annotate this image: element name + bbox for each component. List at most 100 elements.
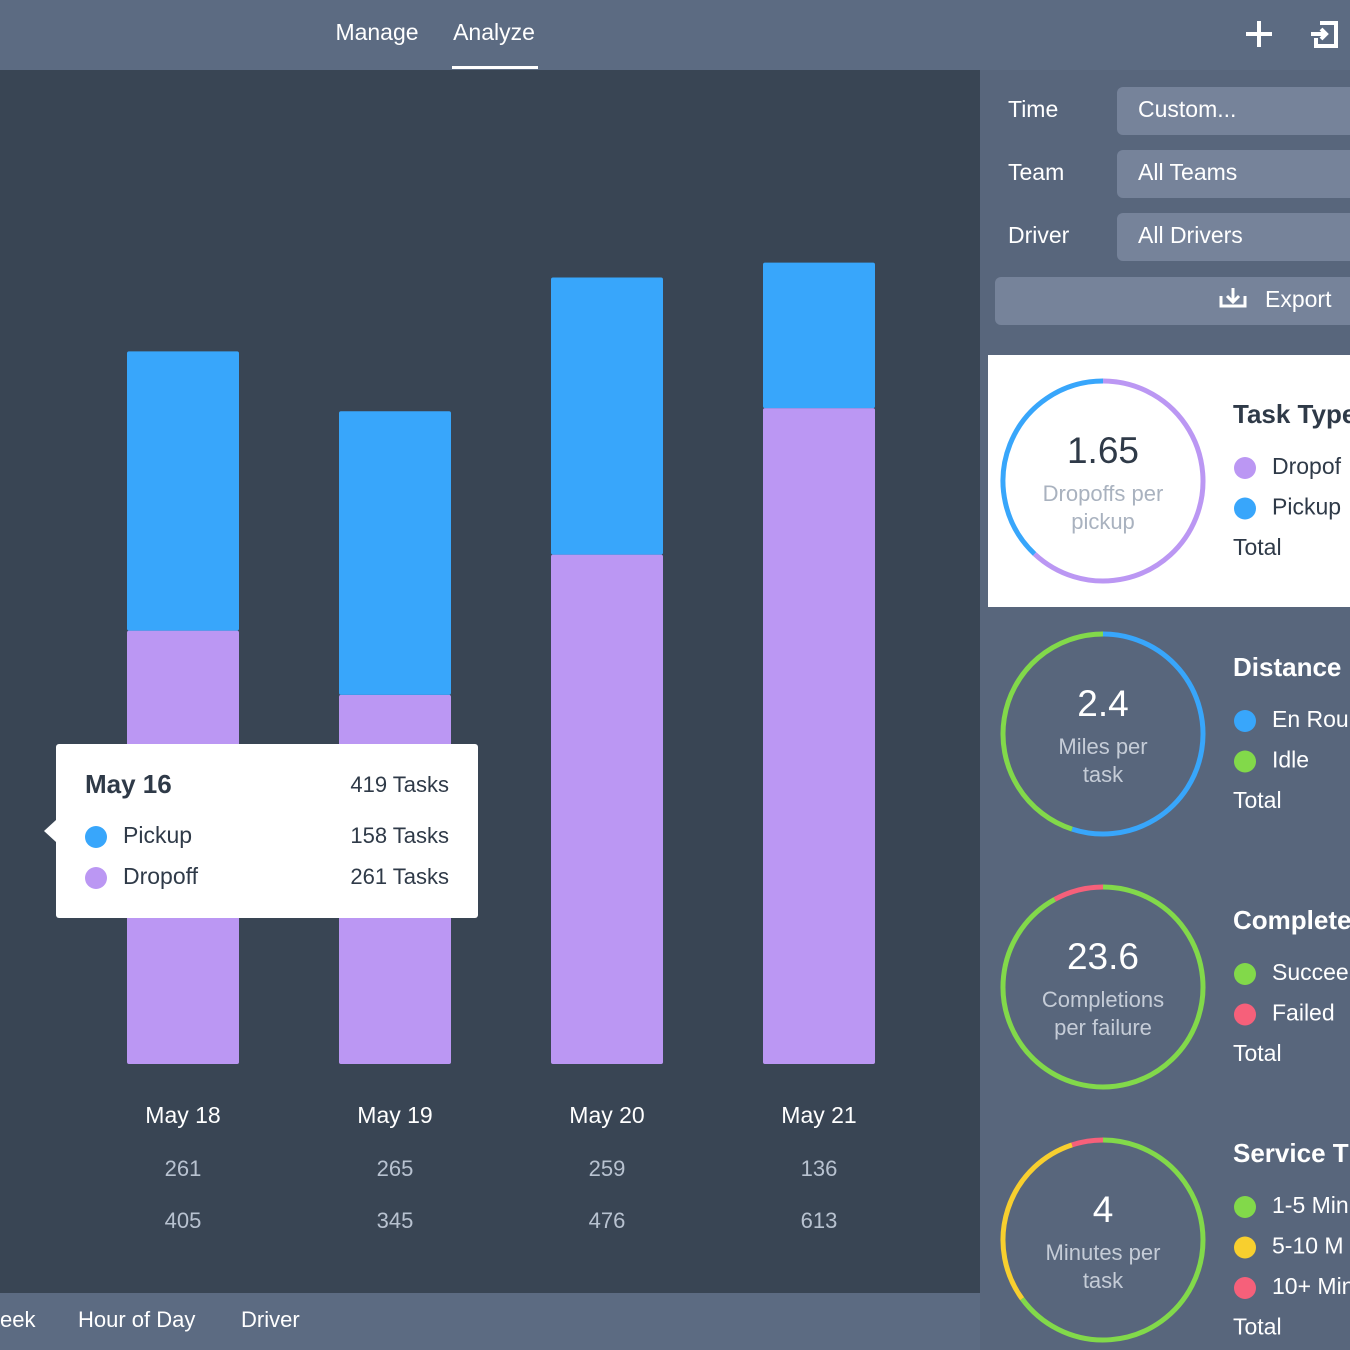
legend-label: 10+ Min: [1272, 1273, 1350, 1299]
filter-select[interactable]: [1117, 87, 1350, 135]
value-label: 345: [377, 1208, 414, 1233]
value-label: 613: [801, 1208, 838, 1233]
metric-caption: Dropoffs per: [1043, 481, 1164, 506]
filter-value[interactable]: All Drivers: [1138, 222, 1243, 248]
total-label: Total: [1233, 1314, 1282, 1340]
bottom-bar: [0, 1293, 980, 1350]
tooltip-pointer: [44, 820, 56, 842]
top-bar: [0, 0, 1350, 70]
donut-segment: [1000, 378, 1104, 556]
value-label: 405: [165, 1208, 202, 1233]
metric-caption: Minutes per: [1046, 1240, 1161, 1265]
bottom-tab[interactable]: Driver: [241, 1307, 300, 1332]
metric-caption: per failure: [1054, 1015, 1152, 1040]
metric: 23.6: [1067, 936, 1139, 977]
legend-label: Dropof: [1272, 453, 1342, 479]
filter-label: Time: [1008, 96, 1058, 122]
legend-dot: [1234, 1003, 1256, 1026]
active-tab-underline: [452, 66, 538, 69]
bar-segment: [551, 554, 663, 1064]
toolbar-icons: [1246, 21, 1338, 48]
bottom-tab[interactable]: Hour of Day: [78, 1307, 195, 1332]
card-title: Service T: [1233, 1138, 1349, 1168]
nav-tab[interactable]: Analyze: [453, 19, 535, 45]
legend-label: 1-5 Min: [1272, 1192, 1349, 1218]
legend-dot: [1234, 1236, 1256, 1259]
value-label: 136: [801, 1156, 838, 1181]
tooltip-title: May 16: [85, 769, 172, 799]
metric: 4: [1093, 1189, 1114, 1230]
filter-value[interactable]: Custom...: [1138, 96, 1236, 122]
legend-dot: [85, 826, 107, 848]
legend-dot: [1234, 1277, 1256, 1299]
legend-label: 5-10 M: [1272, 1233, 1344, 1259]
x-tick-label: May 18: [145, 1102, 220, 1128]
export-icon: [1219, 288, 1247, 308]
legend-dot: [1234, 963, 1256, 985]
total-label: Total: [1233, 534, 1282, 560]
bar-segment: [339, 411, 451, 695]
metric-caption: Miles per: [1058, 734, 1147, 759]
nav-tab[interactable]: Manage: [335, 19, 418, 45]
import-icon[interactable]: [1311, 21, 1338, 48]
legend-label: Idle: [1272, 747, 1309, 773]
legend-dot: [1234, 457, 1256, 479]
tooltip-series: Pickup: [123, 822, 192, 848]
donut-segment: [1020, 1137, 1206, 1343]
donut-segment: [1032, 378, 1206, 584]
x-tick-label: May 20: [569, 1102, 644, 1128]
bar-segment: [127, 351, 239, 631]
bar-segment: [763, 262, 875, 409]
tooltip-value: 158 Tasks: [350, 823, 449, 848]
bar-segment: [551, 277, 663, 555]
legend-dot: [85, 867, 107, 889]
metric-caption: task: [1083, 762, 1124, 787]
card-title: Distance: [1233, 652, 1341, 682]
card-title: Complete: [1233, 905, 1350, 935]
legend-dot: [1234, 750, 1256, 773]
legend-dot: [1234, 1196, 1256, 1218]
export-label[interactable]: Export: [1265, 286, 1332, 312]
legend-label: Succee: [1272, 959, 1349, 985]
donut-segment: [1071, 1137, 1104, 1148]
legend-dot: [1234, 710, 1256, 732]
tooltip-series: Dropoff: [123, 863, 199, 889]
metric-caption: Completions: [1042, 987, 1164, 1012]
tooltip: [56, 744, 478, 918]
value-label: 261: [165, 1156, 202, 1181]
add-icon[interactable]: [1246, 21, 1272, 47]
legend-label: Pickup: [1272, 494, 1341, 520]
value-label: 476: [589, 1208, 626, 1233]
x-tick-label: May 19: [357, 1102, 432, 1128]
tooltip-total: 419 Tasks: [350, 772, 449, 797]
legend-label: Failed: [1272, 1000, 1335, 1026]
metric: 1.65: [1067, 430, 1139, 471]
filter-select[interactable]: [1117, 150, 1350, 198]
donut-segment: [1000, 1142, 1073, 1301]
metric: 2.4: [1077, 683, 1128, 724]
tooltip-value: 261 Tasks: [350, 864, 449, 889]
filter-value[interactable]: All Teams: [1138, 159, 1237, 185]
filter-select[interactable]: [1117, 213, 1350, 261]
legend-label: En Rou: [1272, 706, 1349, 732]
filter-label: Team: [1008, 159, 1064, 185]
metric-caption: pickup: [1071, 509, 1135, 534]
donut-segment: [1000, 631, 1104, 832]
legend-dot: [1234, 497, 1256, 520]
filter-label: Driver: [1008, 222, 1070, 248]
donut-segment: [1053, 884, 1104, 902]
total-label: Total: [1233, 787, 1282, 813]
x-tick-label: May 21: [781, 1102, 856, 1128]
donut-segment: [1071, 631, 1206, 837]
value-label: 265: [377, 1156, 414, 1181]
donut-segment: [1000, 884, 1206, 1090]
card-title: Task Type: [1233, 399, 1350, 429]
metric-caption: task: [1083, 1268, 1124, 1293]
bar-segment: [763, 408, 875, 1065]
export-button[interactable]: [995, 277, 1350, 325]
value-label: 259: [589, 1156, 626, 1181]
bottom-tab[interactable]: eek: [0, 1307, 36, 1332]
total-label: Total: [1233, 1040, 1282, 1066]
